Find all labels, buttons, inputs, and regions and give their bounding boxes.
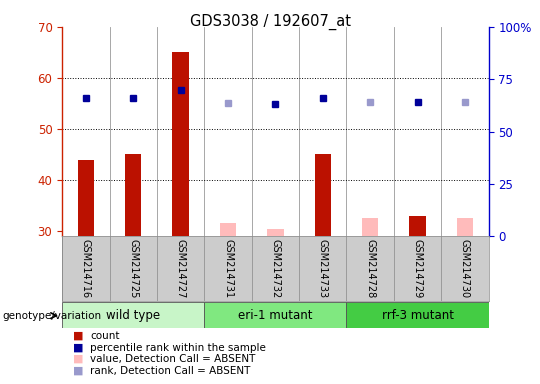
- Text: eri-1 mutant: eri-1 mutant: [238, 309, 313, 322]
- Bar: [204, 302, 347, 328]
- Bar: [78, 160, 94, 236]
- Text: GSM214732: GSM214732: [271, 240, 280, 299]
- Bar: [62, 302, 204, 328]
- Text: ■: ■: [73, 354, 83, 364]
- Bar: [125, 154, 141, 236]
- Text: GSM214733: GSM214733: [318, 240, 328, 298]
- Text: GSM214728: GSM214728: [365, 240, 375, 299]
- Text: rrf-3 mutant: rrf-3 mutant: [382, 309, 454, 322]
- Text: value, Detection Call = ABSENT: value, Detection Call = ABSENT: [90, 354, 255, 364]
- Bar: [457, 218, 473, 236]
- Text: GSM214725: GSM214725: [128, 240, 138, 299]
- Bar: [362, 218, 379, 236]
- Bar: [172, 52, 189, 236]
- Text: genotype/variation: genotype/variation: [3, 311, 102, 321]
- Text: ■: ■: [73, 343, 83, 353]
- Bar: [409, 216, 426, 236]
- Bar: [314, 154, 331, 236]
- Text: GSM214730: GSM214730: [460, 240, 470, 298]
- Text: GSM214729: GSM214729: [413, 240, 423, 299]
- Text: GSM214727: GSM214727: [176, 240, 186, 299]
- Bar: [220, 223, 237, 236]
- Bar: [267, 228, 284, 236]
- Text: count: count: [90, 331, 120, 341]
- Text: ■: ■: [73, 366, 83, 376]
- Text: GDS3038 / 192607_at: GDS3038 / 192607_at: [190, 13, 350, 30]
- Text: GSM214716: GSM214716: [81, 240, 91, 298]
- Text: wild type: wild type: [106, 309, 160, 322]
- Bar: [347, 302, 489, 328]
- Text: ■: ■: [73, 331, 83, 341]
- Text: rank, Detection Call = ABSENT: rank, Detection Call = ABSENT: [90, 366, 251, 376]
- Text: percentile rank within the sample: percentile rank within the sample: [90, 343, 266, 353]
- Text: GSM214731: GSM214731: [223, 240, 233, 298]
